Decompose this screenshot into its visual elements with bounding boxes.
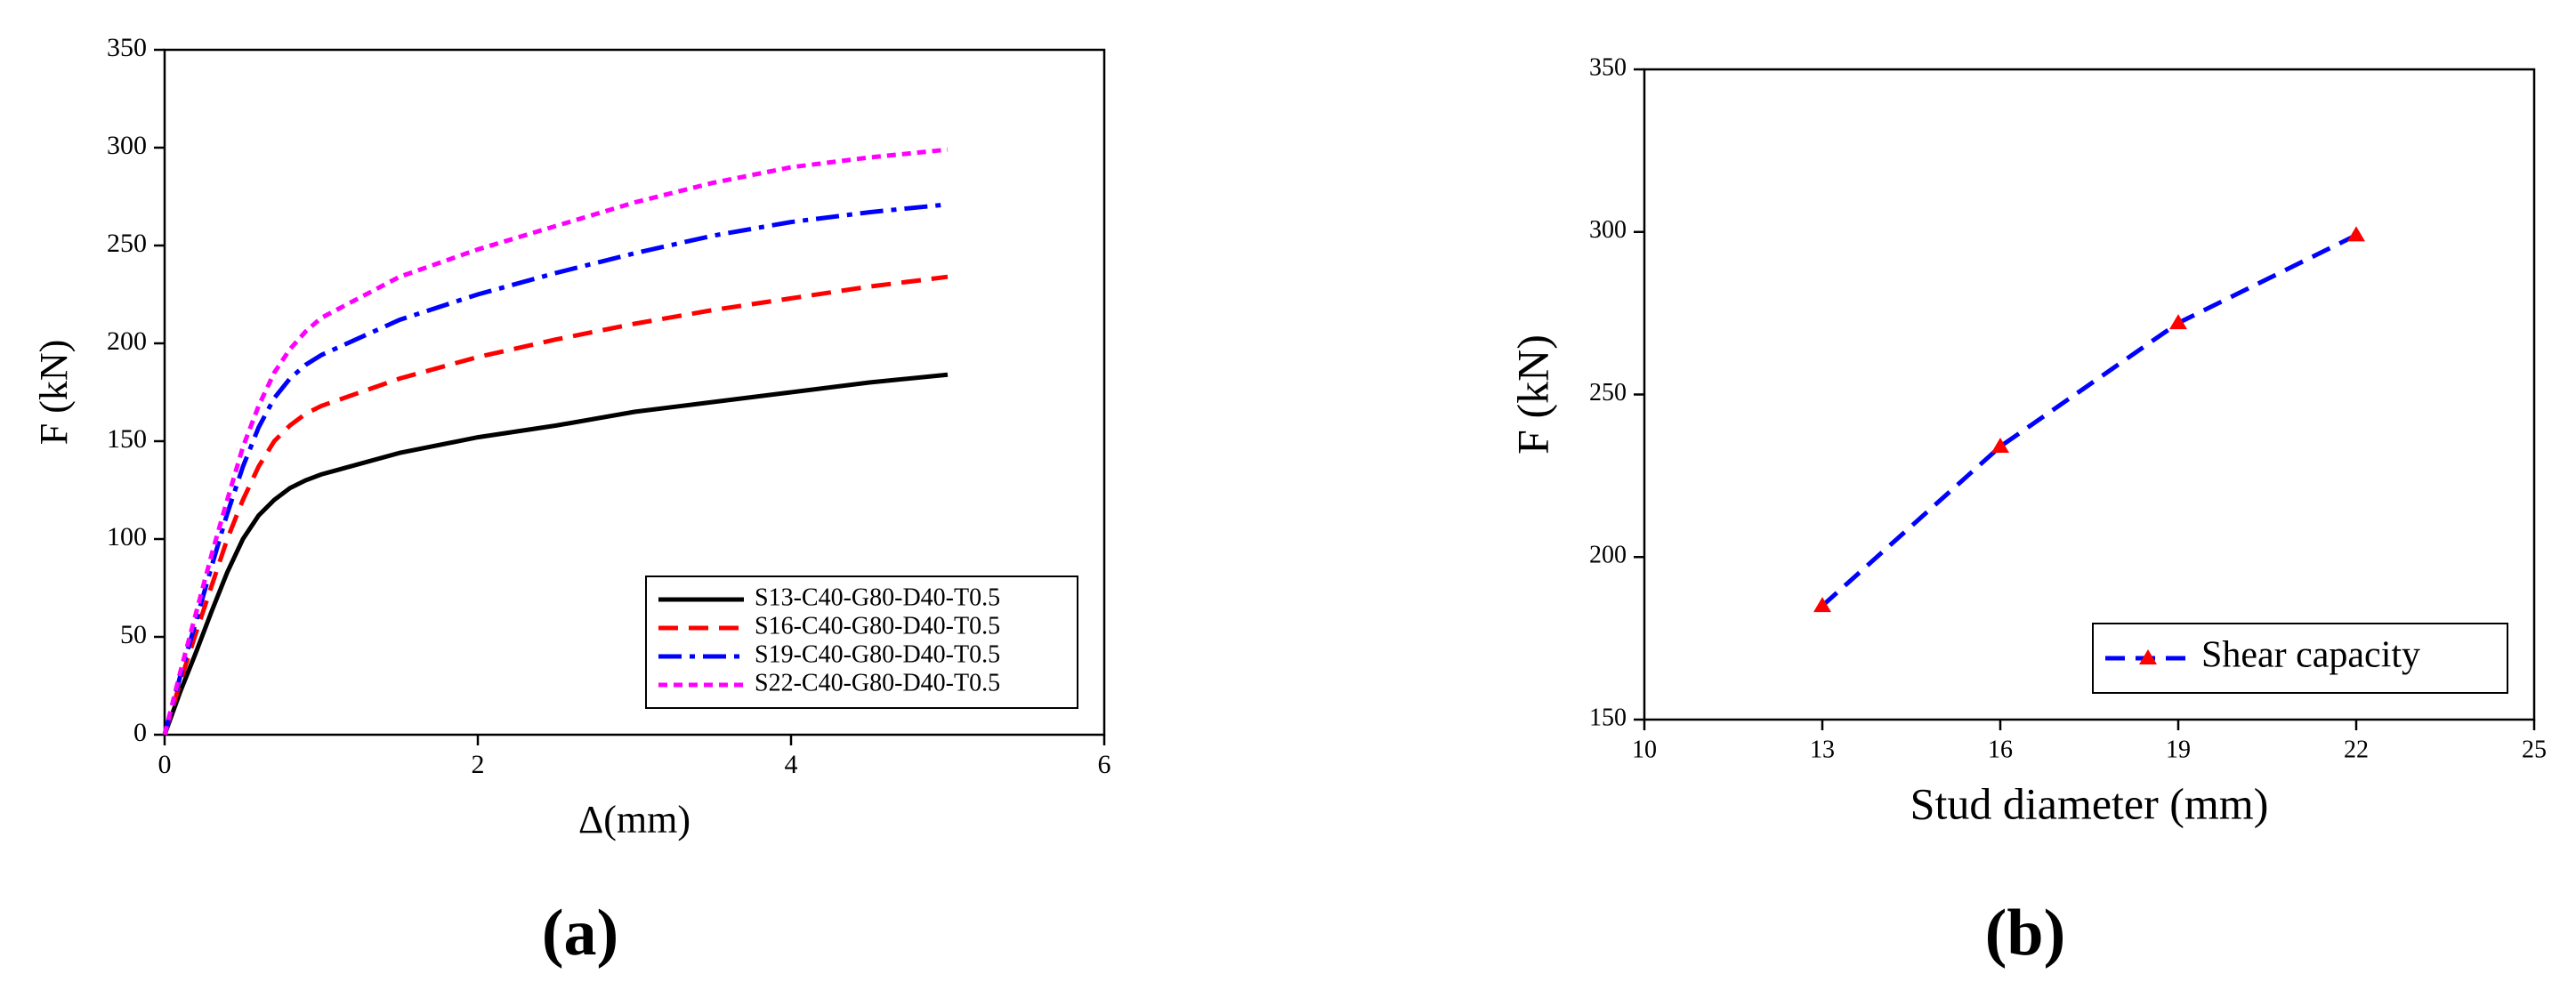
y-tick-label: 200 [107,326,147,356]
legend-marker [2139,649,2157,664]
x-axis-label: Δ(mm) [578,798,690,841]
x-tick-label: 4 [785,750,798,779]
x-tick-label: 10 [1632,736,1657,763]
x-tick-label: 6 [1098,750,1111,779]
legend-label: S19-C40-G80-D40-T0.5 [755,640,1000,668]
panel-label: (a) [542,897,618,970]
x-tick-label: 22 [2344,736,2369,763]
y-tick-label: 150 [1589,704,1627,731]
y-axis-label: F (kN) [1507,334,1557,455]
marker [1813,597,1831,613]
y-tick-label: 350 [1589,53,1627,81]
legend-label: S13-C40-G80-D40-T0.5 [755,584,1000,611]
legend-box [2092,623,2508,694]
x-tick-label: 16 [1988,736,2013,763]
y-tick-label: 50 [120,620,147,649]
data-line [1821,233,2358,608]
plot-frame [163,48,1106,736]
y-tick-label: 350 [107,33,147,62]
x-tick-label: 2 [472,750,485,779]
marker [2347,226,2365,242]
data-line [162,372,949,736]
marker [2169,314,2187,330]
y-tick-label: 300 [1589,216,1627,244]
plot-frame [1643,68,2536,721]
y-tick-label: 250 [1589,379,1627,406]
y-tick-label: 0 [133,718,147,747]
y-tick-label: 150 [107,424,147,454]
panel-label: (b) [1985,897,2065,970]
x-tick-label: 25 [2522,736,2547,763]
y-tick-label: 300 [107,131,147,160]
data-line [162,274,949,736]
data-line [162,202,949,736]
legend-label: Shear capacity [2201,635,2420,676]
y-tick-label: 200 [1589,542,1627,569]
legend-label: S22-C40-G80-D40-T0.5 [755,669,1000,696]
x-axis-label: Stud diameter (mm) [1910,778,2269,828]
x-tick-label: 13 [1810,736,1835,763]
y-axis-label: F (kN) [32,340,76,446]
x-tick-label: 19 [2166,736,2191,763]
y-tick-label: 250 [107,229,147,258]
legend-label: S16-C40-G80-D40-T0.5 [755,612,1000,640]
data-line [162,147,949,736]
marker [1991,437,2009,453]
y-tick-label: 100 [107,522,147,551]
x-tick-label: 0 [158,750,172,779]
